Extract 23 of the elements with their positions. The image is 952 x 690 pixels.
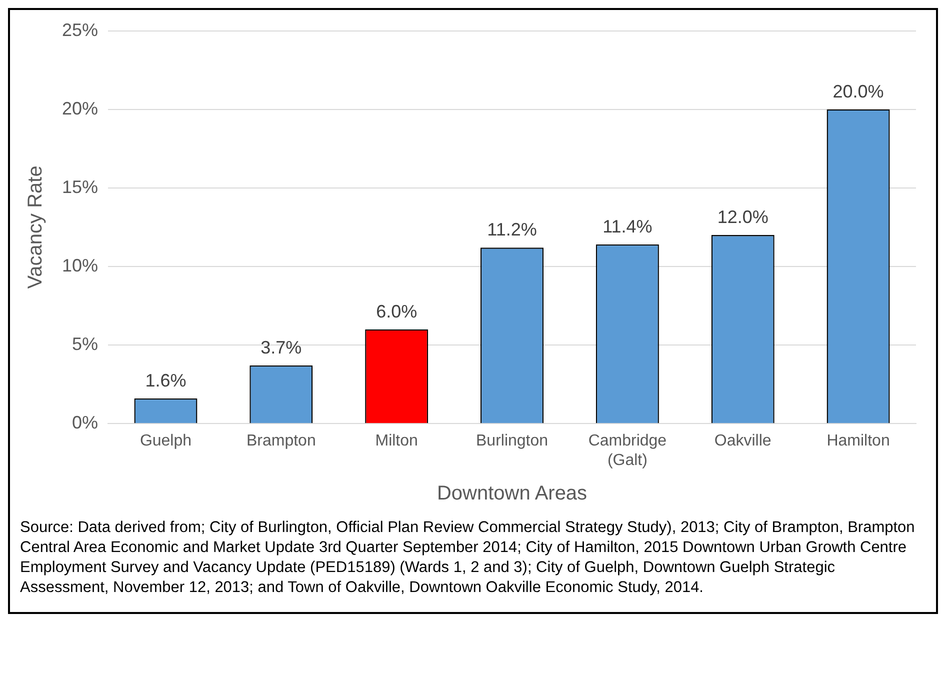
data-label: 1.6% xyxy=(145,370,186,390)
data-label: 6.0% xyxy=(376,301,418,322)
x-tick-label: Burlington xyxy=(476,432,548,450)
x-tick-label: Brampton xyxy=(246,432,316,450)
x-tick-label: Cambridge (Galt) xyxy=(588,432,667,469)
y-tick-label: 15% xyxy=(62,176,98,197)
data-label: 20.0% xyxy=(832,81,884,102)
x-tick-label: Guelph xyxy=(140,432,192,450)
x-axis-title: Downtown Areas xyxy=(436,482,588,505)
x-tick-label: Milton xyxy=(375,432,418,450)
y-tick-label: 5% xyxy=(72,334,98,354)
y-tick-label: 20% xyxy=(62,98,98,118)
data-label: 11.4% xyxy=(602,216,652,236)
x-tick-label: Hamilton xyxy=(826,432,890,450)
data-label: 3.7% xyxy=(260,337,302,358)
y-tick-label: 0% xyxy=(72,412,98,433)
x-tick-label: Oakville xyxy=(714,432,772,450)
data-label: 11.2% xyxy=(487,220,537,240)
source-note: Source: Data derived from; City of Burlington, Official Plan Review Commercial Strategy Study), 2013; City of Brampton, Brampton Central Area Economic and Market Update 3rd Quarter September 2014; City of Hamilton, 2015 Downtown Urban Growth Centre Employment Survey and Vacancy Update (PED15189) (Wards 1, 2 and 3); City of Guelph, Downtown Guelph Strategic Assessment, November 12, 2013; and Town of Oakville, Downtown Oakville Economic Study, 2014. xyxy=(20,518,916,598)
y-tick-label: 25% xyxy=(62,20,98,40)
y-tick-label: 10% xyxy=(62,255,98,276)
data-label: 12.0% xyxy=(717,207,768,228)
y-axis-title: Vacancy Rate xyxy=(24,166,47,289)
